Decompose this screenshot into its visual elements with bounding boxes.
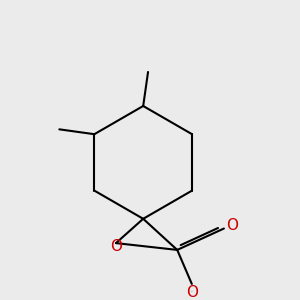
Text: O: O <box>186 285 198 300</box>
Text: O: O <box>226 218 238 233</box>
Text: O: O <box>110 238 122 253</box>
